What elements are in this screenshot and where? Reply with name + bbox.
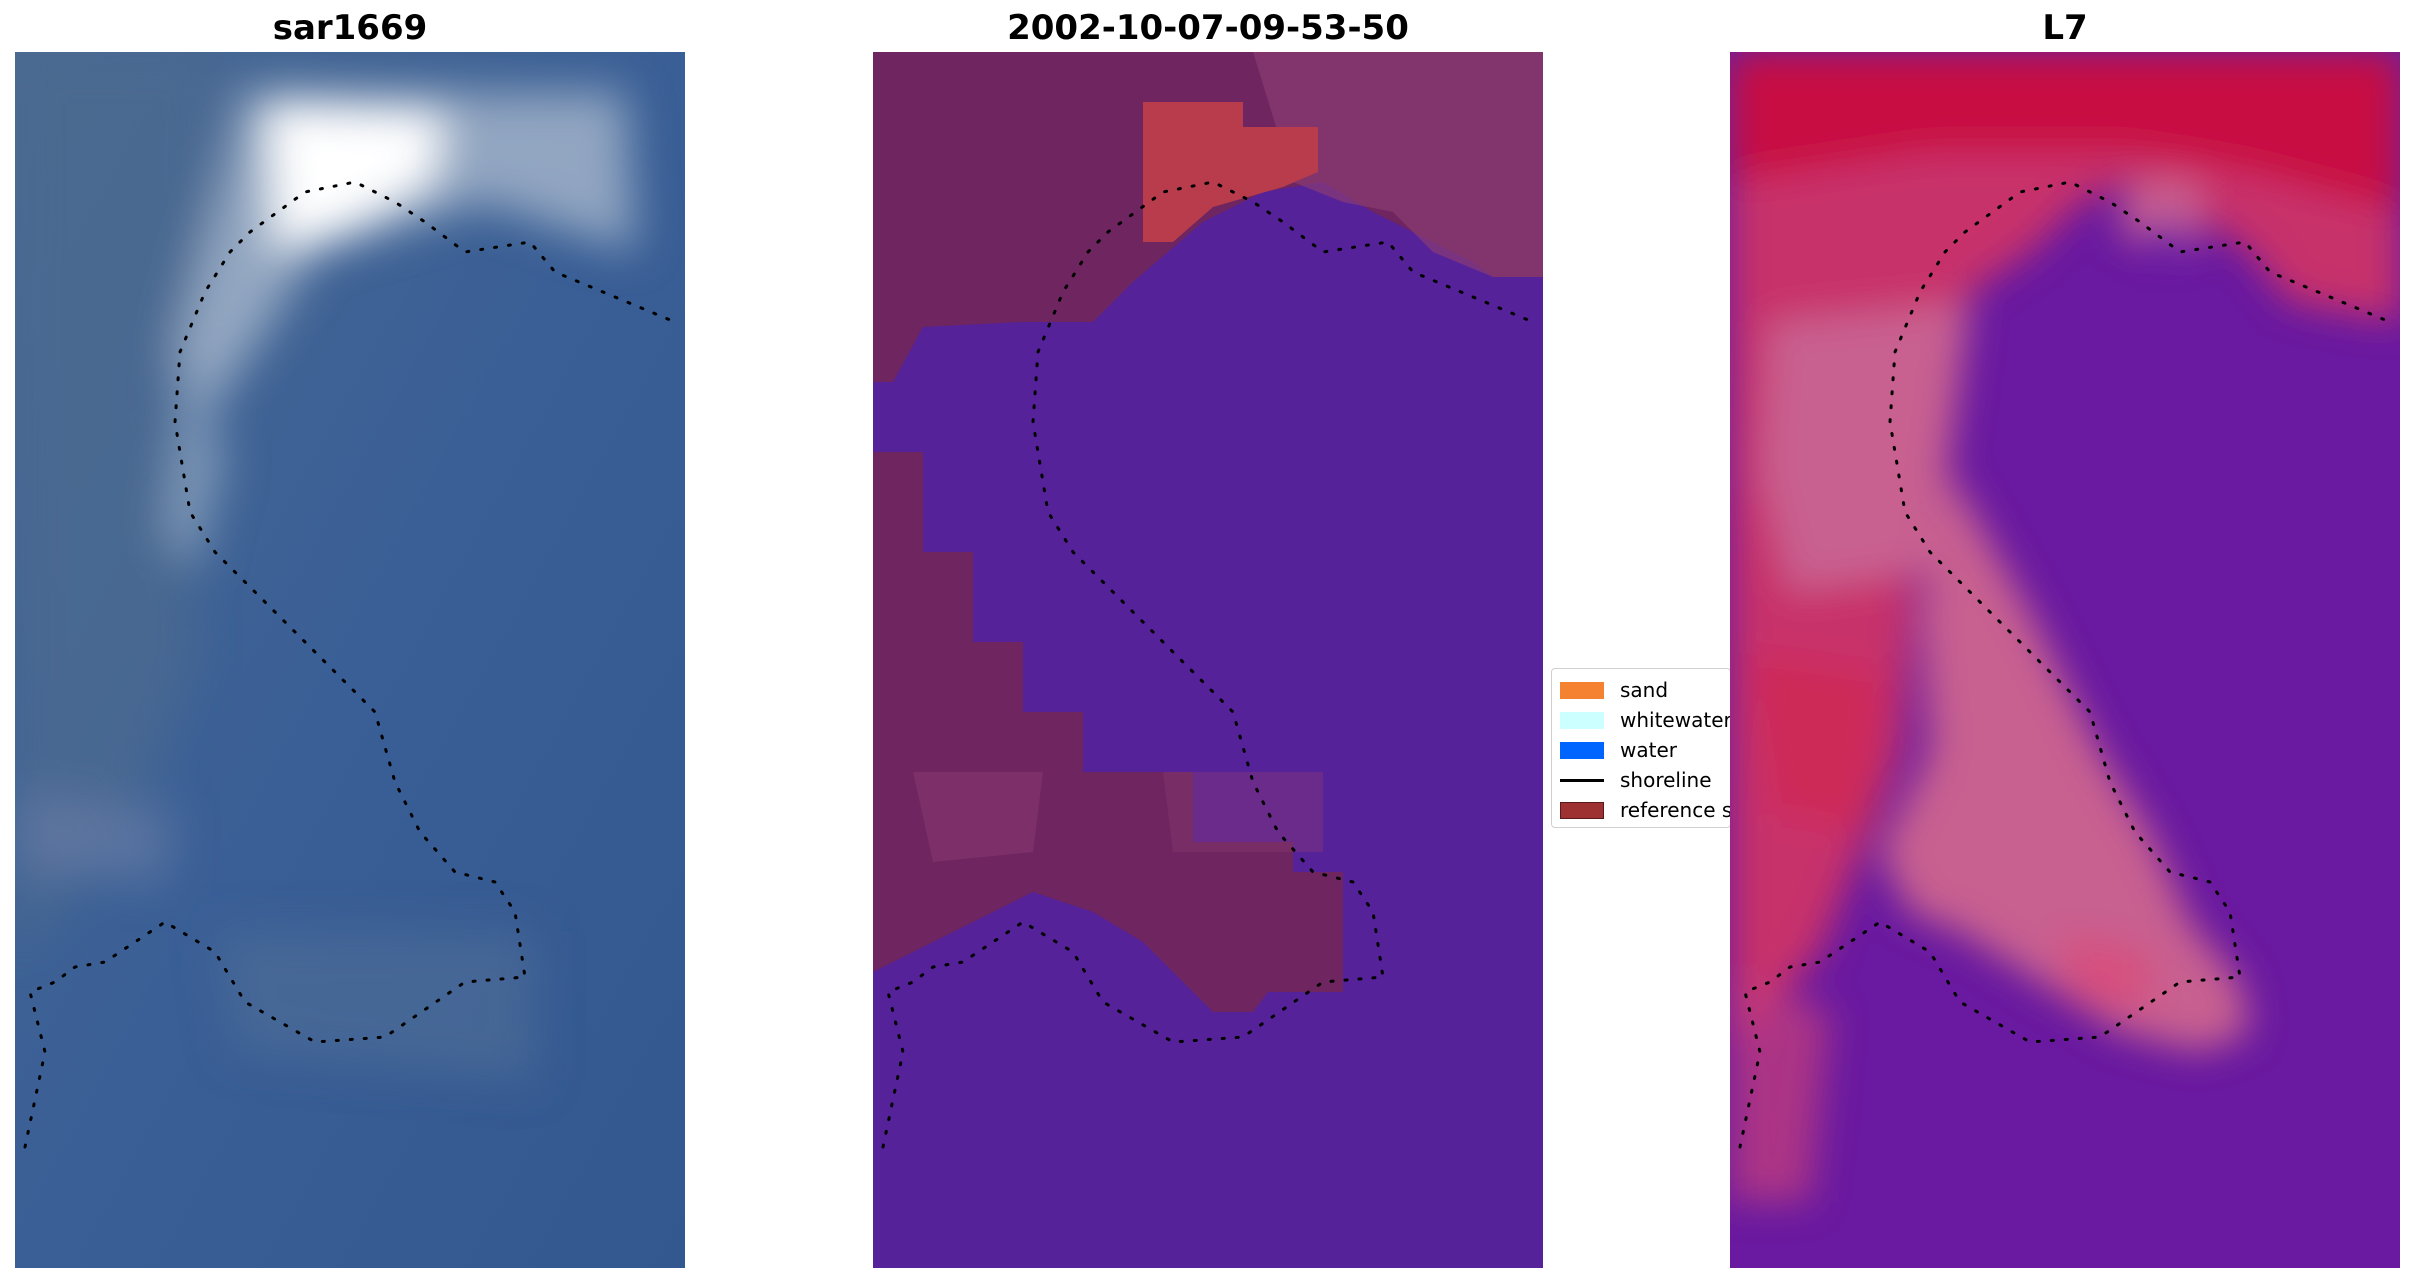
legend-swatch-whitewater (1560, 711, 1604, 729)
classification-image (873, 52, 1543, 1268)
legend-label-reference: reference s (1620, 798, 1731, 822)
legend-item-sand: sand (1560, 675, 1668, 705)
rgb-image-panel (15, 52, 685, 1268)
legend-label-whitewater: whitewater (1620, 708, 1731, 732)
legend: sand whitewater water shoreline referenc… (1551, 668, 1731, 828)
legend-item-reference: reference s (1560, 795, 1731, 825)
panel-title-classification: 2002-10-07-09-53-50 (1007, 8, 1409, 48)
legend-swatch-sand (1560, 681, 1604, 699)
shoreline-dots-index (1738, 180, 2392, 1149)
legend-swatch-reference (1560, 801, 1604, 819)
panel-title-index: L7 (2042, 8, 2088, 48)
legend-item-shoreline: shoreline (1560, 765, 1712, 795)
classification-panel (873, 52, 1543, 1268)
legend-label-shoreline: shoreline (1620, 768, 1712, 792)
panel-title-rgb: sar1669 (272, 8, 428, 48)
index-image-panel (1730, 52, 2400, 1268)
legend-item-water: water (1560, 735, 1677, 765)
legend-label-water: water (1620, 738, 1677, 762)
legend-label-sand: sand (1620, 678, 1669, 702)
shoreline-dots-classification (881, 180, 1535, 1149)
legend-swatch-water (1560, 741, 1604, 759)
legend-line-shoreline (1560, 778, 1604, 782)
shoreline-dots-rgb (23, 180, 677, 1149)
index-image (1730, 52, 2400, 1268)
legend-item-whitewater: whitewater (1560, 705, 1731, 735)
rgb-image (15, 52, 685, 1268)
